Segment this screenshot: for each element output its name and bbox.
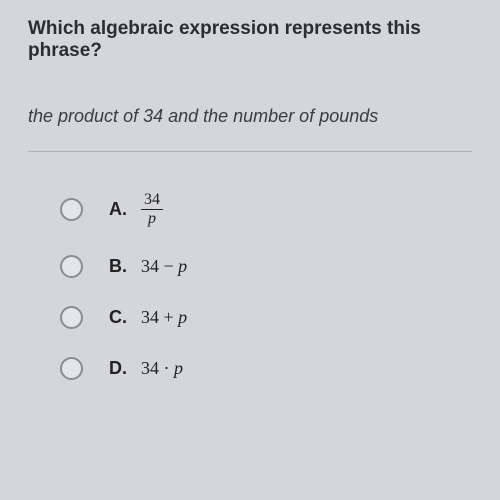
- question-text: Which algebraic expression represents th…: [28, 18, 472, 62]
- radio-icon[interactable]: [60, 198, 83, 221]
- choice-expression: 34 · p: [141, 358, 183, 379]
- radio-icon[interactable]: [60, 357, 83, 380]
- choices-list: A. 34 p B. 34 − p C. 34 + p D. 34 · p: [28, 192, 472, 380]
- choice-letter: D.: [109, 358, 131, 379]
- fraction: 34 p: [141, 192, 163, 227]
- choice-c[interactable]: C. 34 + p: [60, 306, 472, 329]
- choice-d[interactable]: D. 34 · p: [60, 357, 472, 380]
- variable: p: [178, 256, 187, 276]
- variable: p: [178, 307, 187, 327]
- expr-text: 34 −: [141, 256, 178, 276]
- choice-letter: C.: [109, 307, 131, 328]
- choice-letter: B.: [109, 256, 131, 277]
- expr-text: 34 +: [141, 307, 178, 327]
- choice-expression: 34 + p: [141, 307, 187, 328]
- denominator: p: [145, 211, 159, 227]
- divider: [28, 151, 472, 152]
- radio-icon[interactable]: [60, 306, 83, 329]
- choice-expression: 34 p: [141, 192, 163, 227]
- radio-icon[interactable]: [60, 255, 83, 278]
- variable: p: [174, 358, 183, 378]
- choice-b[interactable]: B. 34 − p: [60, 255, 472, 278]
- choice-expression: 34 − p: [141, 256, 187, 277]
- choice-a[interactable]: A. 34 p: [60, 192, 472, 227]
- choice-letter: A.: [109, 199, 131, 220]
- question-phrase: the product of 34 and the number of poun…: [28, 106, 472, 127]
- expr-text: 34 ·: [141, 358, 174, 378]
- numerator: 34: [141, 192, 163, 208]
